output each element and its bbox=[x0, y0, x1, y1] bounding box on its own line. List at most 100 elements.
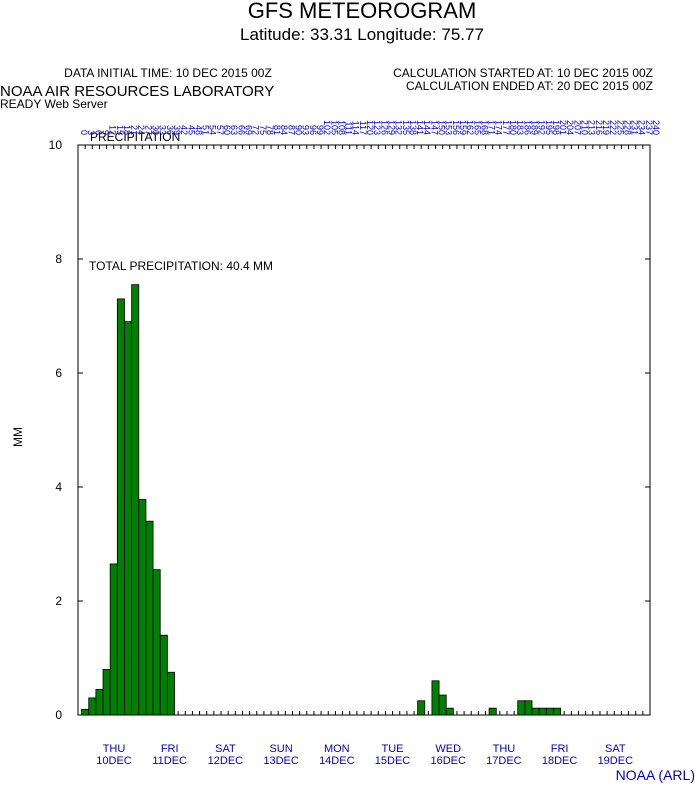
date-label: 18DEC bbox=[542, 755, 578, 767]
x-tick-label: 96 bbox=[308, 125, 318, 135]
x-tick-label: 237 bbox=[644, 120, 654, 135]
bar bbox=[531, 707, 540, 716]
x-tick-label: 21 bbox=[129, 125, 139, 135]
x-tick-label: 150 bbox=[437, 120, 447, 135]
x-tick-label: 219 bbox=[601, 120, 611, 135]
x-tick-label: 63 bbox=[229, 125, 239, 135]
x-tick-label: 15 bbox=[115, 125, 125, 135]
x-tick-label: 171 bbox=[487, 120, 497, 135]
x-tick-label: 132 bbox=[394, 120, 404, 135]
bar bbox=[152, 569, 161, 716]
x-tick-label: 0 bbox=[79, 130, 89, 135]
bar bbox=[488, 707, 497, 716]
y-tick-label: 0 bbox=[55, 708, 62, 722]
x-tick-label: 54 bbox=[208, 125, 218, 135]
x-tick-label: 36 bbox=[165, 125, 175, 135]
x-tick-label: 225 bbox=[615, 120, 625, 135]
x-tick-label: 9 bbox=[100, 130, 110, 135]
x-tick-label: 6 bbox=[93, 130, 103, 135]
x-tick-label: 3 bbox=[86, 130, 96, 135]
x-tick-label: 102 bbox=[322, 120, 332, 135]
x-tick-label: 27 bbox=[143, 125, 153, 135]
data-initial-time: DATA INITIAL TIME: 10 DEC 2015 00Z bbox=[64, 66, 272, 80]
x-tick-label: 216 bbox=[594, 120, 604, 135]
x-tick-label: 84 bbox=[279, 125, 289, 135]
bar bbox=[417, 700, 426, 716]
bar bbox=[124, 321, 133, 716]
x-tick-label: 231 bbox=[630, 120, 640, 135]
x-tick-label: 12 bbox=[108, 125, 118, 135]
x-tick-label: 195 bbox=[544, 120, 554, 135]
x-tick-label: 177 bbox=[501, 120, 511, 135]
x-tick-label: 201 bbox=[558, 120, 568, 135]
bar bbox=[159, 634, 168, 716]
x-tick-label: 39 bbox=[172, 125, 182, 135]
date-label: 19DEC bbox=[598, 755, 634, 767]
x-tick-label: 123 bbox=[372, 120, 382, 135]
x-tick-label: 111 bbox=[344, 121, 354, 135]
x-tick-label: 66 bbox=[236, 125, 246, 135]
x-tick-label: 108 bbox=[336, 120, 346, 135]
x-tick-label: 60 bbox=[222, 125, 232, 135]
x-tick-label: 222 bbox=[608, 120, 618, 135]
date-label: 17DEC bbox=[486, 755, 522, 767]
x-tick-label: 57 bbox=[215, 125, 225, 135]
x-tick-label: 78 bbox=[265, 125, 275, 135]
x-tick-label: 120 bbox=[365, 120, 375, 135]
date-label: 13DEC bbox=[263, 755, 299, 767]
x-tick-label: 18 bbox=[122, 125, 132, 135]
x-tick-label: 48 bbox=[193, 125, 203, 135]
y-tick-label: 4 bbox=[55, 480, 62, 494]
x-tick-label: 207 bbox=[572, 120, 582, 135]
x-tick-label: 117 bbox=[358, 121, 368, 135]
day-label: THU bbox=[493, 743, 516, 755]
x-tick-label: 234 bbox=[637, 120, 647, 135]
x-tick-label: 24 bbox=[136, 125, 146, 135]
y-tick-label: 8 bbox=[55, 252, 62, 266]
day-label: FRI bbox=[161, 743, 179, 755]
day-label: THU bbox=[103, 743, 126, 755]
x-tick-label: 183 bbox=[515, 120, 525, 135]
x-tick-label: 129 bbox=[386, 120, 396, 135]
bar bbox=[138, 499, 147, 716]
y-axis-label: MM bbox=[11, 427, 25, 447]
x-tick-label: 210 bbox=[580, 120, 590, 135]
bar bbox=[545, 707, 554, 716]
day-label: TUE bbox=[382, 743, 404, 755]
x-tick-label: 114 bbox=[351, 121, 361, 135]
bar bbox=[131, 284, 140, 716]
bar bbox=[145, 520, 154, 716]
bar bbox=[109, 563, 118, 716]
x-tick-label: 51 bbox=[201, 125, 211, 135]
organization: NOAA AIR RESOURCES LABORATORY bbox=[0, 83, 274, 100]
x-tick-label: 75 bbox=[258, 125, 268, 135]
bar bbox=[431, 680, 440, 716]
x-tick-label: 240 bbox=[651, 120, 661, 135]
x-tick-label: 42 bbox=[179, 125, 189, 135]
calc-ended: CALCULATION ENDED AT: 20 DEC 2015 00Z bbox=[406, 79, 653, 93]
bar bbox=[88, 697, 97, 716]
panel-label: PRECIPITATION bbox=[90, 130, 180, 144]
x-tick-label: 126 bbox=[379, 120, 389, 135]
x-tick-label: 87 bbox=[286, 125, 296, 135]
x-tick-label: 186 bbox=[522, 120, 532, 135]
x-tick-label: 174 bbox=[494, 120, 504, 135]
chart-subtitle: Latitude: 33.31 Longitude: 75.77 bbox=[240, 25, 484, 44]
y-tick-label: 10 bbox=[49, 138, 63, 152]
day-label: FRI bbox=[551, 743, 569, 755]
x-tick-label: 90 bbox=[294, 125, 304, 135]
x-tick-label: 144 bbox=[422, 120, 432, 135]
plot-frame bbox=[77, 144, 651, 716]
x-tick-label: 168 bbox=[479, 120, 489, 135]
x-tick-label: 159 bbox=[458, 120, 468, 135]
bar bbox=[445, 707, 454, 716]
y-tick-label: 2 bbox=[55, 594, 62, 608]
day-label: SAT bbox=[215, 743, 236, 755]
x-tick-label: 213 bbox=[587, 120, 597, 135]
x-tick-label: 99 bbox=[315, 125, 325, 135]
day-label: SUN bbox=[269, 743, 292, 755]
chart-title: GFS METEOROGRAM bbox=[248, 0, 477, 23]
x-tick-label: 45 bbox=[186, 125, 196, 135]
x-tick-label: 204 bbox=[565, 120, 575, 135]
